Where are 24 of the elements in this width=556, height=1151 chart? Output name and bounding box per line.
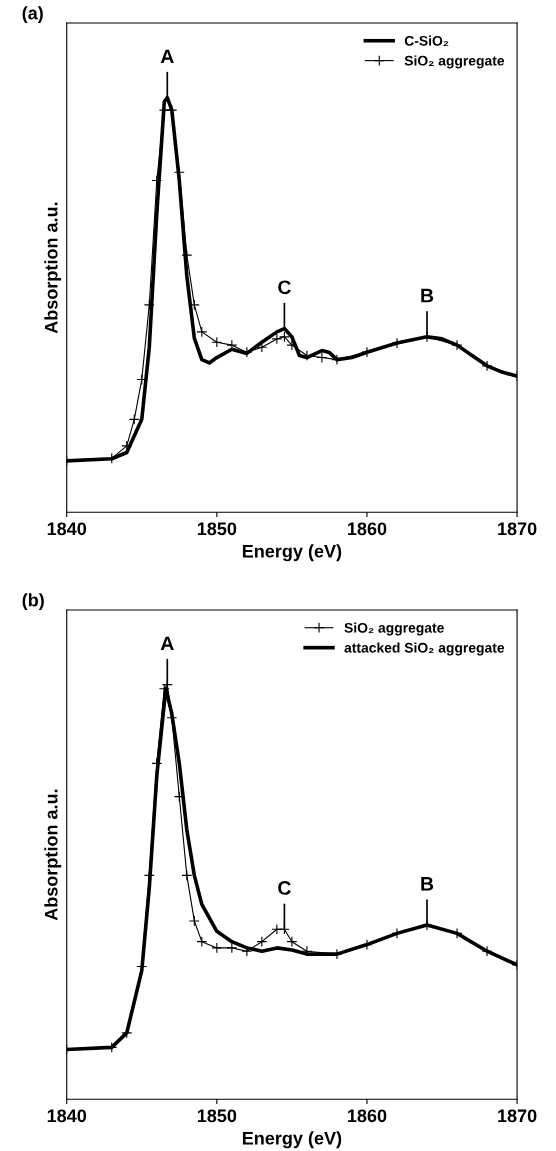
x-tick-label: 1840 xyxy=(47,1109,87,1123)
y-axis-title: Absorption a.u. xyxy=(44,789,62,921)
legend-label: SiO₂ aggregate xyxy=(404,55,505,69)
legend-label: C-SiO₂ xyxy=(404,35,449,47)
annotation: C xyxy=(278,881,291,895)
annotation: B xyxy=(421,877,434,891)
x-axis-title: Energy (eV) xyxy=(242,1131,342,1149)
annotation: C xyxy=(278,280,291,295)
annotation: A xyxy=(160,49,174,64)
legend-label: attacked SiO₂ aggregate xyxy=(344,642,505,656)
x-tick-label: 1870 xyxy=(498,1109,537,1123)
chart-title: (b) xyxy=(22,593,44,611)
chart-title: (a) xyxy=(22,6,43,24)
x-tick-label: 1860 xyxy=(348,1109,387,1123)
x-tick-label: 1850 xyxy=(197,1109,237,1123)
x-tick-label: 1840 xyxy=(47,522,87,536)
x-tick-label: 1860 xyxy=(348,522,387,536)
x-tick-label: 1850 xyxy=(197,522,237,536)
annotation: A xyxy=(160,636,174,651)
x-axis-title: Energy (eV) xyxy=(242,544,342,562)
y-axis-title: Absorption a.u. xyxy=(44,202,62,334)
x-tick-label: 1870 xyxy=(498,522,537,536)
annotation: B xyxy=(421,288,434,303)
legend-label: SiO₂ aggregate xyxy=(344,622,444,636)
